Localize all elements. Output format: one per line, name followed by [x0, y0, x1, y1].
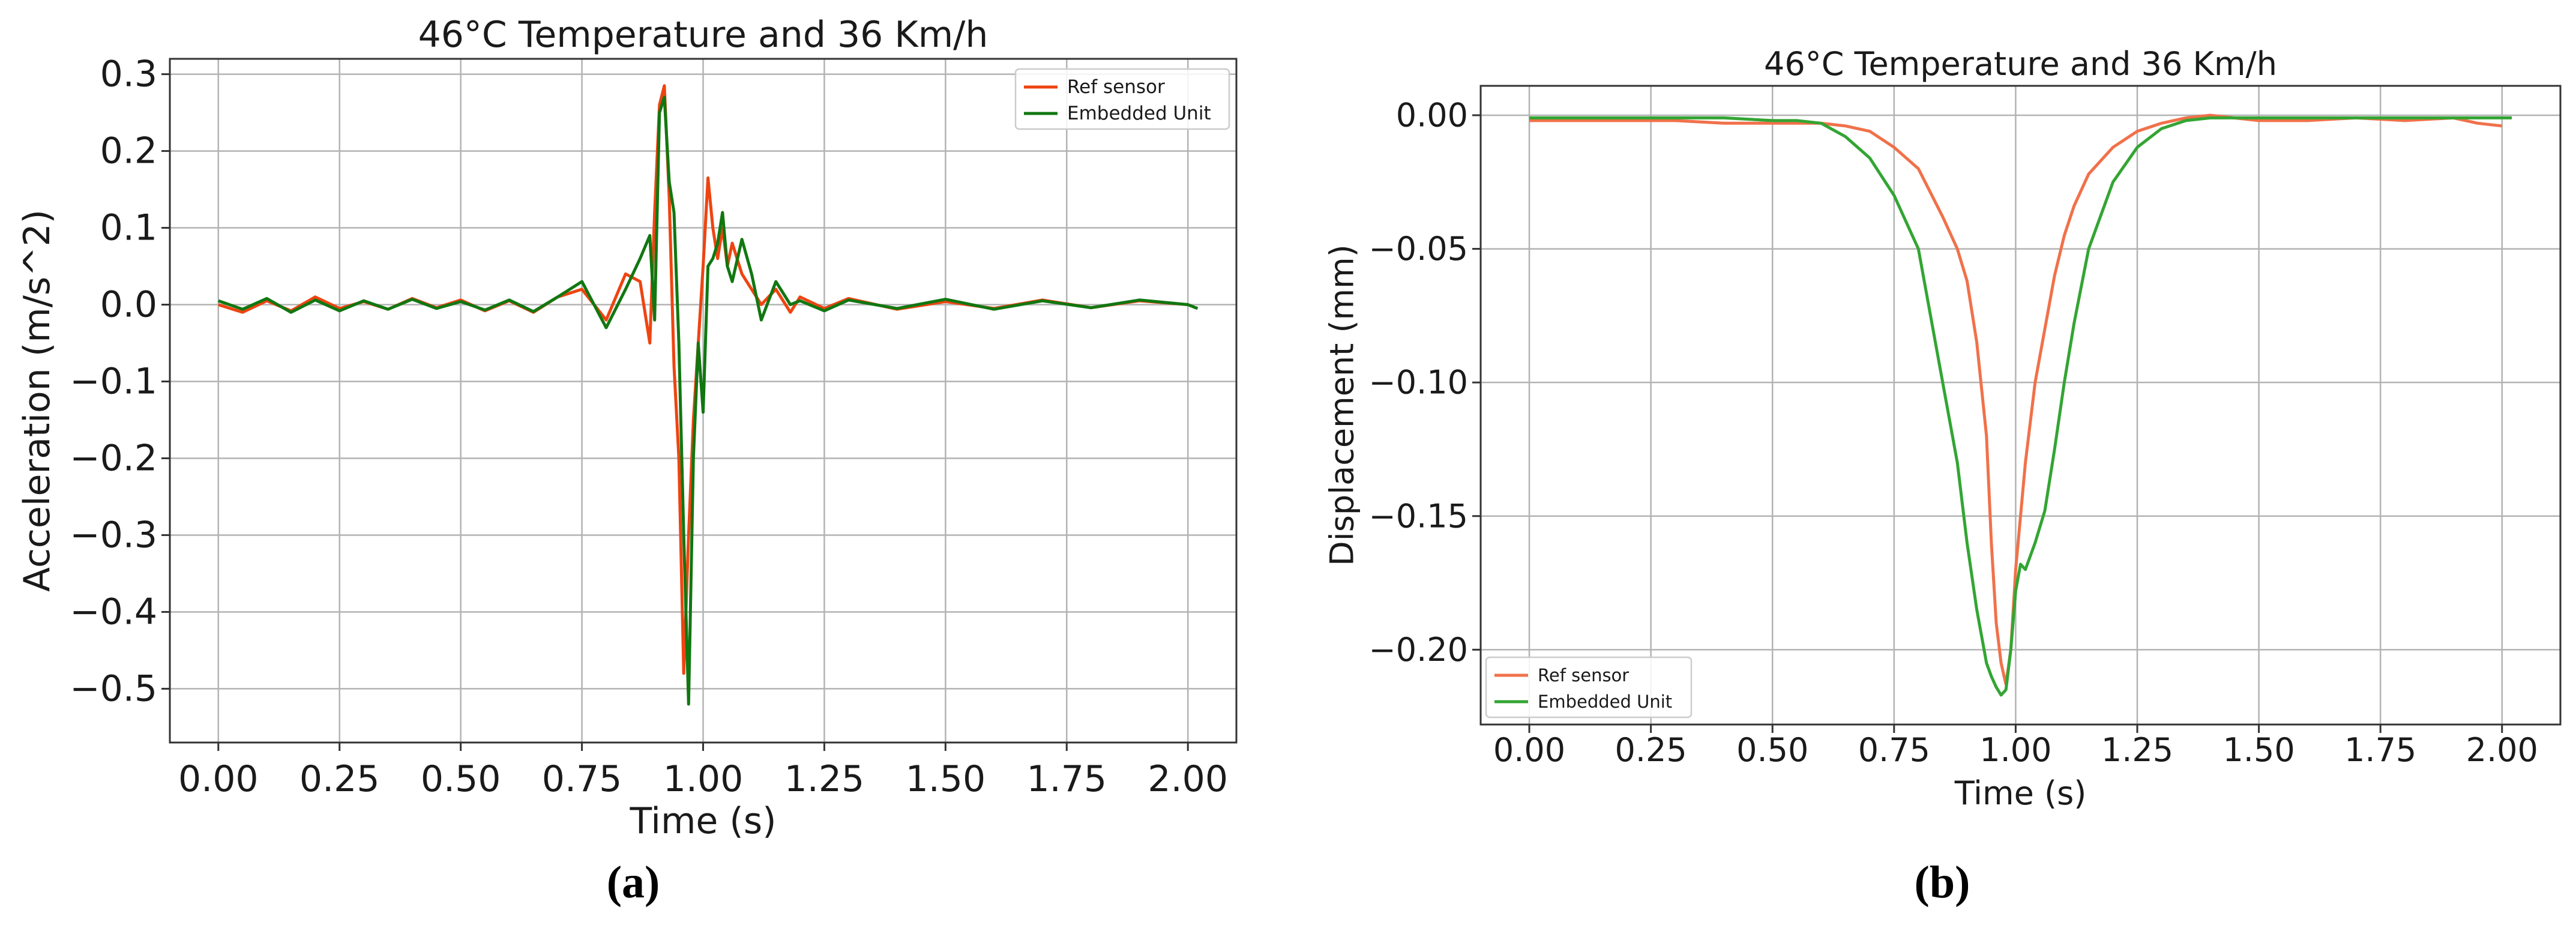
x-tick-label: 1.00: [1979, 731, 2051, 769]
series-line-embedded-unit: [1529, 116, 2512, 697]
y-tick-label: 0.1: [100, 207, 157, 249]
x-axis-label: Time (s): [630, 800, 777, 842]
y-tick-label: 0.2: [100, 130, 157, 172]
y-tick-label: −0.15: [1369, 497, 1468, 535]
x-tick-label: 1.25: [784, 758, 865, 800]
y-tick-label: −0.20: [1369, 631, 1468, 669]
x-tick-label: 1.75: [1026, 758, 1107, 800]
x-tick-label: 0.25: [1615, 731, 1687, 769]
legend-label: Embedded Unit: [1067, 103, 1211, 124]
y-tick-label: 0.0: [100, 284, 157, 326]
chart-title: 46°C Temperature and 36 Km/h: [418, 14, 989, 56]
x-tick-label: 2.00: [1148, 758, 1228, 800]
x-tick-label: 1.50: [2222, 731, 2295, 769]
y-tick-label: −0.2: [70, 437, 157, 479]
legend-label: Ref sensor: [1067, 76, 1165, 98]
y-tick-label: −0.4: [70, 591, 157, 633]
legend-label: Embedded Unit: [1538, 691, 1672, 712]
x-tick-label: 1.00: [663, 758, 744, 800]
x-tick-label: 0.50: [1736, 731, 1808, 769]
y-tick-label: −0.1: [70, 361, 157, 403]
panel-caption: (b): [1915, 857, 1970, 908]
legend-box: [1485, 656, 1693, 719]
x-tick-label: 0.75: [542, 758, 622, 800]
legend: Ref sensor Embedded Unit: [1485, 656, 1693, 719]
legend-box: [1014, 68, 1230, 130]
y-tick-label: −0.3: [70, 514, 157, 556]
y-tick-label: 0.3: [100, 53, 157, 95]
y-axis-label: Acceleration (m/s^2): [16, 209, 58, 592]
x-tick-label: 2.00: [2466, 731, 2538, 769]
x-tick-label: 0.75: [1858, 731, 1930, 769]
y-tick-label: −0.05: [1369, 230, 1468, 268]
y-tick-label: 0.00: [1396, 96, 1468, 134]
y-tick-label: −0.10: [1369, 364, 1468, 402]
x-axis-label: Time (s): [1954, 774, 2087, 812]
x-tick-label: 0.25: [299, 758, 380, 800]
y-tick-label: −0.5: [70, 667, 157, 710]
x-tick-label: 0.00: [1493, 731, 1565, 769]
legend: Ref sensor Embedded Unit: [1014, 68, 1230, 130]
x-tick-label: 1.25: [2101, 731, 2173, 769]
legend-label: Ref sensor: [1538, 665, 1629, 685]
chart-panel-a: 0.00 0.25 0.50 0.75 1.00 1.25 1.50 1.75 2.00 0.3 0…: [16, 14, 1238, 842]
x-tick-label: 1.50: [906, 758, 986, 800]
x-tick-label: 0.00: [178, 758, 259, 800]
chart-panel-b: 0.00 0.25 0.50 0.75 1.00 1.25 1.50 1.75 2.00 0.00…: [1323, 45, 2562, 812]
series-line-embedded-unit: [217, 95, 1199, 706]
plot-frame: [1479, 85, 2562, 726]
y-axis-label: Displacement (mm): [1323, 244, 1361, 566]
chart-title: 46°C Temperature and 36 Km/h: [1764, 45, 2277, 83]
x-tick-label: 1.75: [2344, 731, 2416, 769]
panel-caption: (a): [607, 857, 660, 908]
x-tick-label: 0.50: [421, 758, 501, 800]
